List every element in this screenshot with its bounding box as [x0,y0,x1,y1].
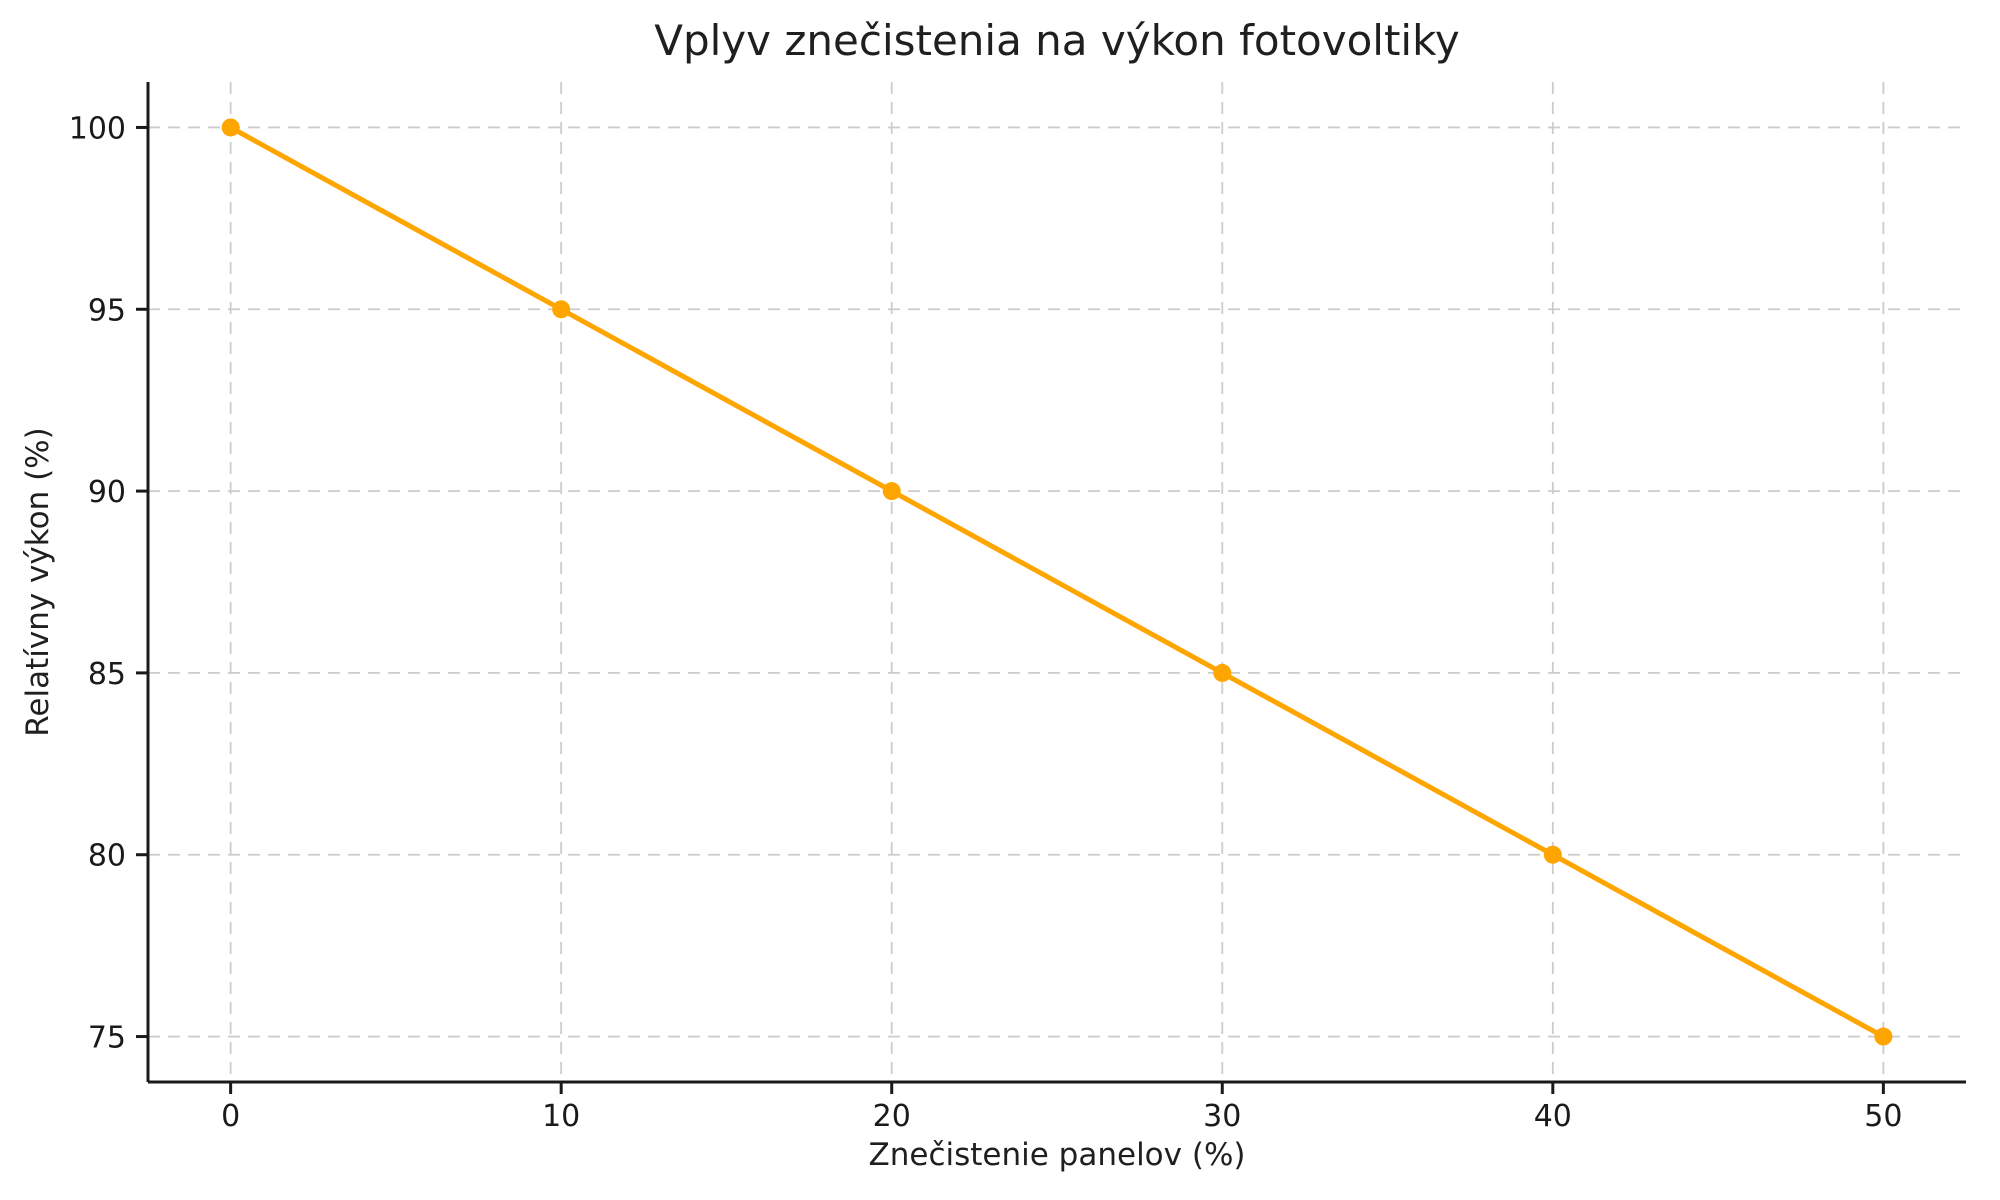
x-tick-label: 50 [1864,1099,1902,1134]
x-tick-label: 20 [873,1099,911,1134]
tick-labels: 0 10 20 30 40 50 75 80 85 90 95 100 [69,111,1903,1134]
tick-marks [136,125,1885,1094]
data-point [1874,1027,1893,1046]
data-point [221,118,240,137]
spines [146,82,1966,1084]
y-tick-label: 80 [88,839,126,874]
y-tick-label: 100 [69,111,126,146]
y-tick-label: 90 [88,475,126,510]
x-tick-label: 40 [1534,1099,1572,1134]
data-line [228,124,1886,1040]
data-point [882,482,901,501]
x-tick-label: 10 [542,1099,580,1134]
gridlines [148,82,1966,1082]
data-series [221,118,1893,1046]
data-point [1213,663,1232,682]
y-tick-label: 75 [88,1021,126,1056]
y-tick-label: 95 [88,293,126,328]
x-tick-label: 30 [1203,1099,1241,1134]
chart-title: Vplyv znečistenia na výkon fotovoltiky [654,16,1460,65]
data-point [552,300,571,319]
data-point [1543,845,1562,864]
x-axis-label: Znečistenie panelov (%) [868,1137,1246,1173]
y-tick-label: 85 [88,657,126,692]
x-tick-label: 0 [221,1099,240,1134]
